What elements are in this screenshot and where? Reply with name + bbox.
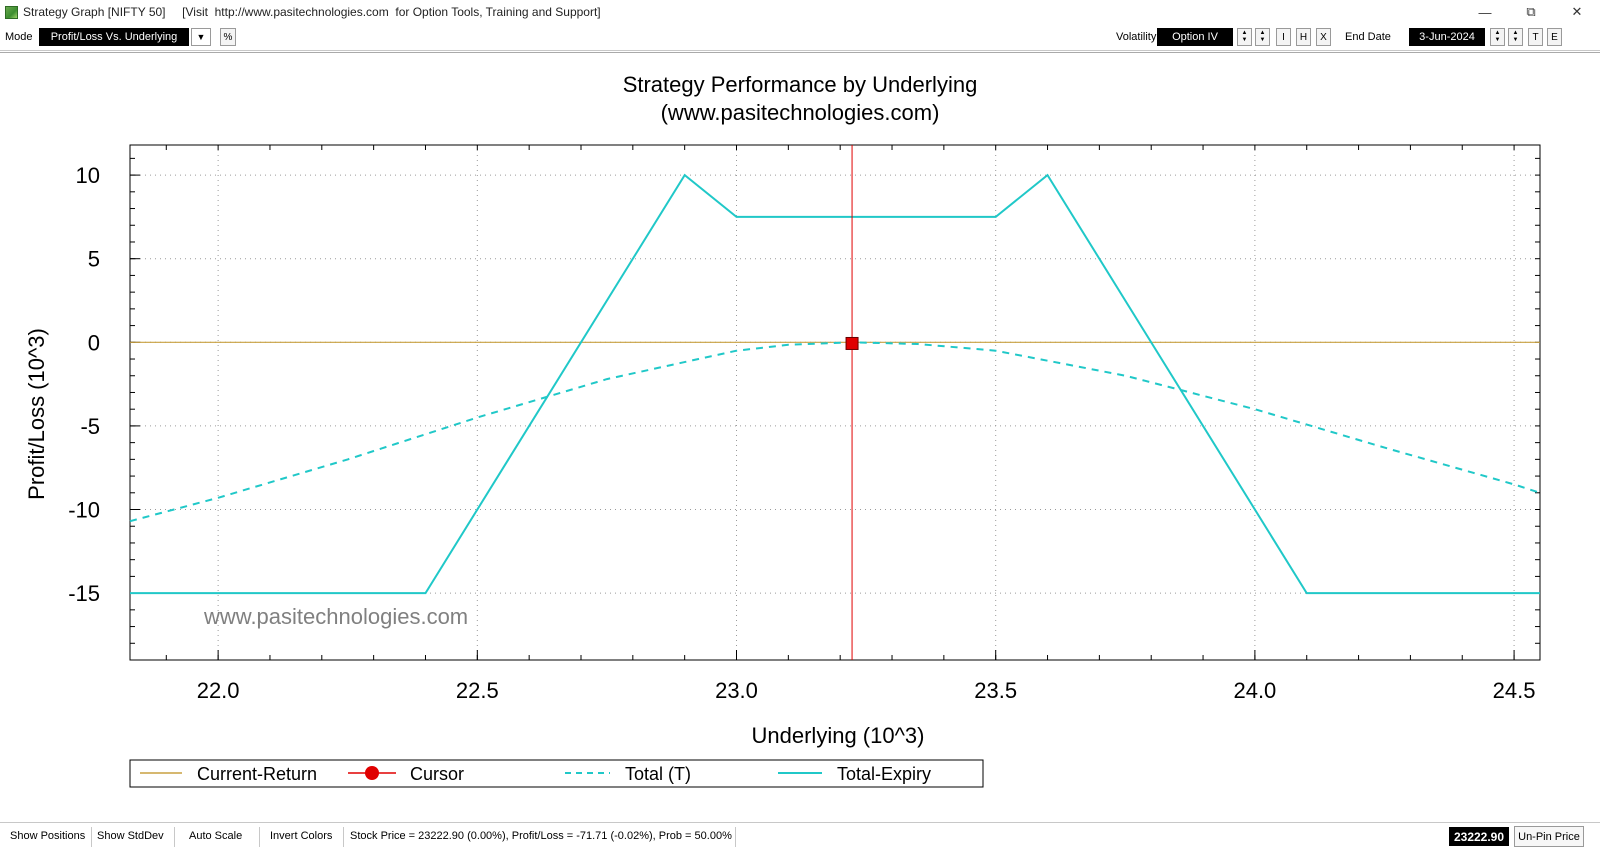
volatility-label: Volatility bbox=[1116, 31, 1157, 43]
y-axis-label: Profit/Loss (10^3) bbox=[24, 328, 49, 500]
divider bbox=[174, 827, 175, 847]
x-tick-label: 22.0 bbox=[197, 678, 240, 703]
series bbox=[129, 145, 1541, 660]
strategy-chart[interactable]: Strategy Performance by Underlying (www.… bbox=[0, 53, 1600, 821]
end-date-step-spinner-icon[interactable]: ▲ ▼ bbox=[1508, 28, 1523, 46]
y-tick-label: -5 bbox=[80, 414, 100, 439]
legend-cursor-marker bbox=[365, 766, 379, 780]
mode-label: Mode bbox=[5, 31, 33, 43]
axes: 22.0 22.5 23.0 23.5 24.0 24.5 10 5 0 -5 -10 -15 bbox=[68, 144, 1541, 703]
legend: Current-Return Cursor Total (T) Total-Ex… bbox=[129, 759, 984, 788]
legend-total-t: Total (T) bbox=[625, 764, 691, 784]
status-info: Stock Price = 23222.90 (0.00%), Profit/L… bbox=[350, 830, 732, 842]
divider bbox=[259, 827, 260, 847]
grid bbox=[130, 145, 1540, 660]
unpin-price-button[interactable]: Un-Pin Price bbox=[1514, 826, 1584, 847]
show-positions-button[interactable]: Show Positions bbox=[10, 830, 86, 842]
app-icon bbox=[5, 5, 18, 19]
y-tick-label: -15 bbox=[68, 581, 100, 606]
y-tick-label: 5 bbox=[88, 247, 100, 272]
y-tick-label: 0 bbox=[88, 330, 100, 355]
legend-cursor: Cursor bbox=[410, 764, 464, 784]
total-expiry-series bbox=[130, 173, 1540, 595]
x-tick-label: 23.0 bbox=[715, 678, 758, 703]
chevron-down-icon[interactable]: ▼ bbox=[191, 28, 211, 46]
legend-current-return: Current-Return bbox=[197, 764, 317, 784]
vol-h-button[interactable]: H bbox=[1296, 28, 1311, 46]
y-tick-label: -10 bbox=[68, 498, 100, 523]
end-date-label: End Date bbox=[1345, 31, 1391, 43]
watermark: www.pasitechnologies.com bbox=[203, 604, 468, 629]
percent-button[interactable]: % bbox=[220, 28, 236, 46]
window-controls: — ⧉ ✕ bbox=[1462, 0, 1600, 24]
date-t-button[interactable]: T bbox=[1528, 28, 1543, 46]
x-tick-label: 23.5 bbox=[974, 678, 1017, 703]
auto-scale-button[interactable]: Auto Scale bbox=[189, 830, 243, 842]
mode-select[interactable]: Profit/Loss Vs. Underlying bbox=[39, 28, 189, 46]
toolbar: Mode Profit/Loss Vs. Underlying ▼ % Vola… bbox=[0, 25, 1600, 51]
y-tick-label: 10 bbox=[76, 163, 100, 188]
minimize-icon[interactable]: — bbox=[1478, 4, 1492, 20]
x-tick-label: 24.0 bbox=[1233, 678, 1276, 703]
chart-area[interactable]: Strategy Performance by Underlying (www.… bbox=[0, 52, 1600, 820]
volatility-step-spinner-icon[interactable]: ▲ ▼ bbox=[1255, 28, 1270, 46]
close-icon[interactable]: ✕ bbox=[1571, 4, 1583, 19]
x-axis-label: Underlying (10^3) bbox=[752, 723, 925, 748]
restore-icon[interactable]: ⧉ bbox=[1526, 4, 1536, 19]
legend-total-expiry: Total-Expiry bbox=[837, 764, 931, 784]
vol-x-button[interactable]: X bbox=[1316, 28, 1331, 46]
x-tick-label: 22.5 bbox=[456, 678, 499, 703]
plot-border bbox=[129, 144, 1541, 661]
window-title: Strategy Graph [NIFTY 50] [Visit http://… bbox=[23, 5, 601, 19]
date-e-button[interactable]: E bbox=[1547, 28, 1562, 46]
show-stddev-button[interactable]: Show StdDev bbox=[97, 830, 164, 842]
title-bar: Strategy Graph [NIFTY 50] [Visit http://… bbox=[0, 0, 1600, 24]
cursor-marker bbox=[845, 336, 859, 350]
volatility-value[interactable]: Option IV bbox=[1157, 28, 1233, 46]
price-display: 23222.90 bbox=[1449, 827, 1509, 846]
chart-subtitle: (www.pasitechnologies.com) bbox=[661, 100, 940, 125]
end-date-value[interactable]: 3-Jun-2024 bbox=[1409, 28, 1485, 46]
x-tick-label: 24.5 bbox=[1493, 678, 1536, 703]
end-date-spinner-icon[interactable]: ▲ ▼ bbox=[1490, 28, 1505, 46]
legend-box bbox=[129, 759, 984, 788]
divider bbox=[343, 827, 344, 847]
invert-colors-button[interactable]: Invert Colors bbox=[270, 830, 333, 842]
chart-title: Strategy Performance by Underlying bbox=[623, 72, 978, 97]
divider bbox=[735, 827, 736, 847]
vol-i-button[interactable]: I bbox=[1276, 28, 1291, 46]
total-t-series bbox=[129, 341, 1541, 523]
status-bar: Show Positions Show StdDev Auto Scale In… bbox=[0, 822, 1600, 850]
divider bbox=[91, 827, 92, 847]
volatility-spinner-icon[interactable]: ▲ ▼ bbox=[1237, 28, 1252, 46]
